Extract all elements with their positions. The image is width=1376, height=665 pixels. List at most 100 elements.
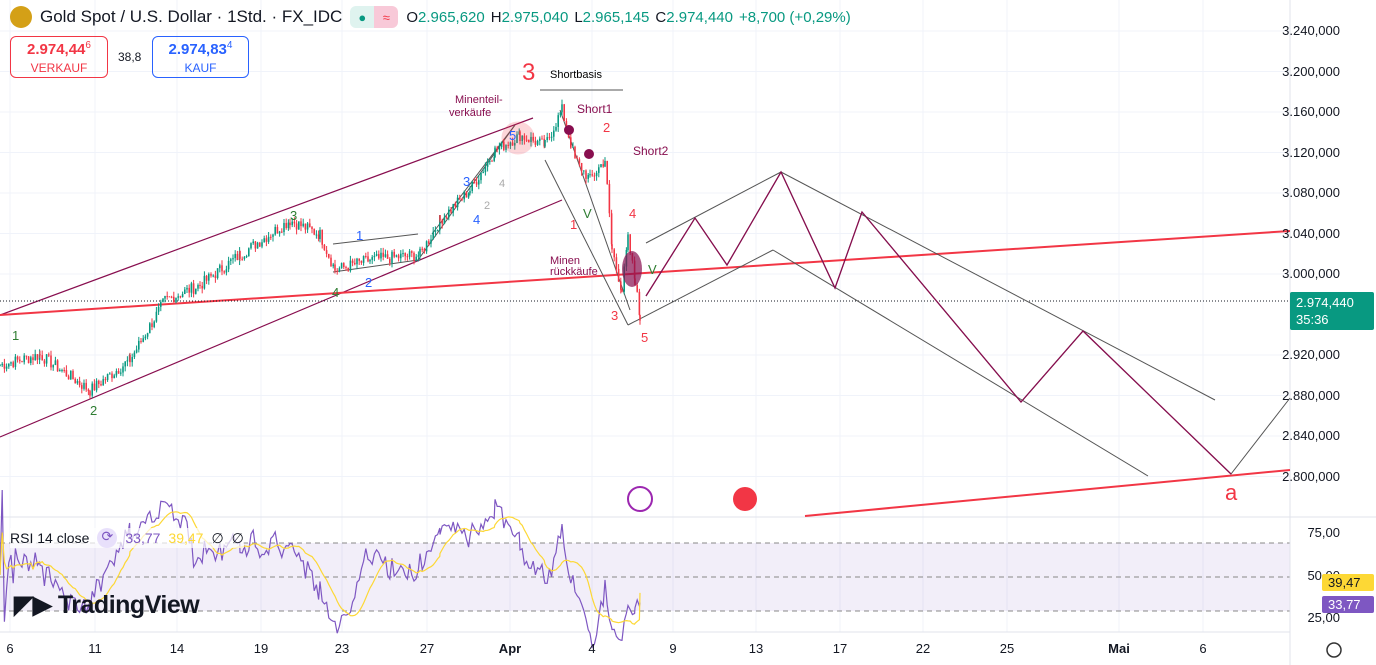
time-axis-label: 17 [832, 641, 848, 656]
candle [250, 243, 252, 249]
candle [21, 361, 23, 363]
buy-button[interactable]: 2.974,834 KAUF [152, 36, 249, 78]
candle [432, 231, 434, 240]
trend-channel[interactable] [0, 117, 563, 438]
candle [475, 182, 478, 185]
candle [162, 298, 164, 302]
time-axis-label: 11 [88, 641, 102, 656]
event-flash-icon[interactable] [627, 486, 653, 512]
svg-text:4: 4 [499, 178, 505, 190]
elliott-projection[interactable] [645, 170, 1232, 475]
candle [168, 296, 171, 298]
settings-gear-icon[interactable] [1326, 642, 1342, 658]
candle [591, 174, 593, 176]
candle [620, 281, 622, 290]
candle [155, 311, 158, 322]
candle [602, 164, 604, 167]
candle [19, 359, 21, 362]
short2-label: Short2 [633, 144, 669, 158]
candle [384, 254, 387, 257]
candle [300, 221, 302, 227]
svg-text:4: 4 [332, 285, 339, 300]
candle [34, 354, 36, 360]
candle [561, 104, 563, 113]
candle [406, 256, 409, 258]
short2-marker [584, 149, 594, 159]
time-axis-label: Mai [1108, 641, 1130, 656]
candle [606, 160, 608, 184]
candle [563, 104, 565, 122]
candle [129, 354, 131, 363]
candle [270, 236, 272, 238]
candle [500, 141, 503, 148]
candle [177, 296, 179, 298]
candle [236, 253, 239, 261]
svg-text:3: 3 [290, 208, 297, 223]
candle [142, 338, 144, 342]
candle [448, 209, 450, 218]
time-axis-label: 23 [334, 641, 350, 656]
svg-text:5: 5 [509, 128, 516, 143]
candle [425, 241, 428, 252]
time-axis-label: 19 [253, 641, 269, 656]
candle [41, 355, 43, 361]
candle [263, 238, 265, 243]
candle [135, 349, 138, 353]
candle [402, 253, 404, 255]
candle [151, 323, 153, 327]
candle [450, 209, 452, 213]
candle [509, 142, 512, 146]
candle [56, 360, 59, 372]
candle [248, 248, 250, 257]
symbol-title[interactable]: Gold Spot / U.S. Dollar · 1Std. · FX_IDC [40, 7, 343, 26]
candle [423, 249, 426, 252]
candle [585, 170, 587, 179]
candle [91, 383, 93, 396]
candle [186, 287, 188, 290]
candle [261, 242, 263, 247]
us-flag-event-icon[interactable] [733, 487, 757, 511]
tradingview-logo-icon: ◤▶ [14, 591, 58, 619]
candle [232, 258, 234, 260]
target-line[interactable] [804, 469, 1291, 517]
candle [23, 355, 25, 363]
candle [166, 295, 168, 297]
candle [351, 260, 354, 263]
candle [192, 283, 195, 294]
candle [338, 268, 341, 271]
rsi-legend[interactable]: RSI 14 close ⟳ 33,77 39,47 ∅ ∅ [10, 528, 244, 548]
market-status-badge[interactable]: ● ≈ [350, 6, 399, 28]
candle [317, 234, 320, 239]
candle [173, 296, 175, 303]
candle [181, 293, 184, 298]
candle [293, 221, 296, 224]
candle [323, 244, 326, 251]
spread-value: 38,8 [118, 50, 142, 64]
sell-button[interactable]: 2.974,446 VERKAUF [10, 36, 108, 78]
candle [555, 126, 557, 131]
candle [32, 357, 34, 360]
minen-marker [622, 251, 642, 287]
candle [397, 255, 400, 259]
minenteil-label: Minenteil- [455, 94, 503, 106]
candle [309, 223, 311, 228]
candle [629, 234, 631, 253]
refresh-icon[interactable]: ⟳ [97, 528, 118, 548]
candle [541, 138, 543, 140]
candle [627, 234, 629, 250]
candle [473, 181, 476, 183]
candle [559, 112, 562, 116]
candle [484, 166, 487, 173]
candle [443, 217, 446, 224]
gold-logo-icon [10, 6, 32, 28]
candle [122, 366, 124, 373]
candle [104, 379, 107, 381]
candle [43, 360, 46, 364]
time-axis-label: 27 [419, 641, 435, 656]
candle [133, 352, 136, 358]
support-line[interactable] [0, 230, 1291, 316]
candle [302, 223, 304, 227]
candle [188, 287, 190, 293]
candle [225, 269, 228, 273]
